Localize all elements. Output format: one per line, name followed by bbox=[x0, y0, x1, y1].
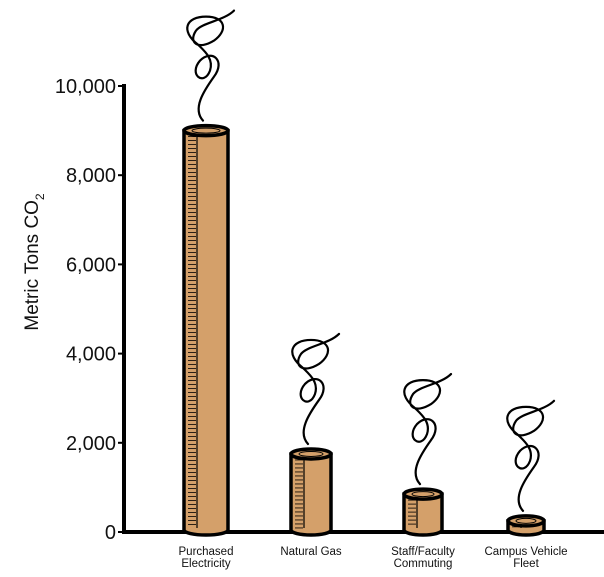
y-axis-title-subscript: 2 bbox=[33, 193, 47, 200]
x-tick-label-line: Natural Gas bbox=[280, 546, 342, 558]
bar-top bbox=[289, 447, 333, 461]
y-tick-label: 10,000 bbox=[55, 76, 116, 98]
x-tick-label-line: Staff/Faculty bbox=[391, 546, 455, 558]
x-tick-label: Purchased Electricity bbox=[179, 546, 234, 570]
x-tick-label-line: Commuting bbox=[394, 558, 453, 570]
y-tick-label: 8,000 bbox=[66, 165, 116, 187]
steam-swirl bbox=[506, 399, 556, 512]
bar-top-inner bbox=[191, 127, 221, 134]
y-ticks: 0 2,000 4,000 6,000 8,000 10,000 bbox=[55, 76, 124, 544]
steam-swirl bbox=[291, 332, 341, 446]
bar-top bbox=[402, 487, 444, 501]
x-tick-label: Staff/Faculty Commuting bbox=[391, 546, 455, 570]
bar-body bbox=[182, 128, 230, 537]
bar-top bbox=[182, 123, 230, 138]
y-tick-label: 0 bbox=[105, 522, 116, 544]
y-tick-label: 2,000 bbox=[66, 433, 116, 455]
x-tick-label-line: Campus Vehicle bbox=[484, 546, 567, 558]
y-axis-title: Metric Tons CO2 bbox=[22, 193, 47, 331]
bar bbox=[289, 332, 341, 537]
bar bbox=[182, 9, 236, 537]
y-tick-label: 4,000 bbox=[66, 344, 116, 366]
bars bbox=[182, 9, 556, 537]
x-tick-label: Campus Vehicle Fleet bbox=[484, 546, 567, 570]
x-tick-label-line: Electricity bbox=[181, 558, 230, 570]
y-axis-title-text: Metric Tons CO bbox=[22, 200, 43, 331]
steam-swirl bbox=[403, 372, 453, 486]
bar-top-inner bbox=[298, 450, 324, 457]
x-tick-label-line: Fleet bbox=[513, 558, 539, 570]
x-tick-label-line: Purchased bbox=[179, 546, 234, 558]
y-tick-label: 6,000 bbox=[66, 254, 116, 276]
bar-top-inner bbox=[411, 491, 435, 498]
bar bbox=[506, 399, 556, 537]
steam-swirl bbox=[186, 9, 236, 122]
bar-top bbox=[506, 514, 546, 528]
x-tick-label: Natural Gas bbox=[280, 546, 342, 558]
bar-texture bbox=[188, 136, 196, 525]
bar bbox=[402, 372, 453, 537]
bar-top-inner bbox=[515, 517, 537, 524]
bar-body bbox=[289, 452, 333, 537]
x-tick-labels: Purchased Electricity Natural Gas Staff/Fac… bbox=[179, 546, 568, 570]
